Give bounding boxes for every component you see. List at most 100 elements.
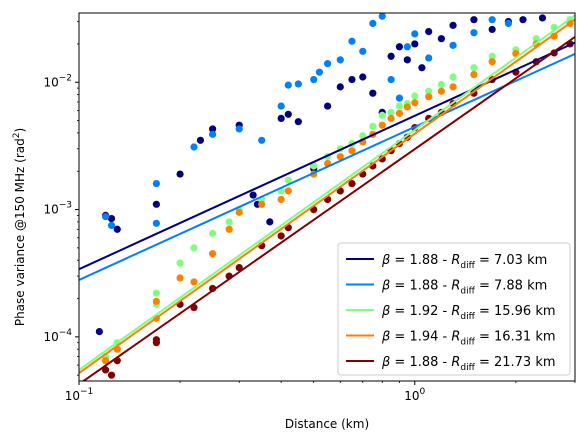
data-point: [152, 289, 160, 297]
data-point: [235, 125, 243, 133]
data-point: [411, 92, 419, 100]
data-point: [488, 52, 496, 60]
data-point: [359, 132, 367, 140]
data-point: [101, 213, 110, 221]
fit-line-series-2: [79, 52, 575, 281]
data-point: [378, 13, 386, 20]
data-point: [176, 170, 184, 178]
data-point: [190, 244, 198, 252]
data-point: [387, 114, 395, 123]
data-point: [324, 102, 332, 110]
data-point: [470, 16, 478, 24]
data-point: [315, 68, 324, 76]
data-point: [176, 274, 184, 282]
data-point: [107, 221, 116, 230]
legend-item: β = 1.88 - Rdiff = 7.88 km: [346, 279, 547, 297]
y-tick-label: 10−2: [43, 73, 72, 89]
data-point: [336, 83, 344, 91]
data-point: [425, 87, 433, 95]
data-point: [348, 179, 356, 188]
legend-label: β = 1.94 - Rdiff = 16.31 km: [381, 330, 556, 348]
data-point: [294, 80, 302, 88]
data-point: [258, 136, 266, 144]
data-point: [550, 32, 558, 40]
data-point: [418, 64, 426, 72]
data-point: [294, 118, 302, 126]
data-point: [519, 16, 527, 24]
data-point: [249, 191, 257, 199]
data-point: [235, 208, 243, 216]
data-point: [369, 89, 377, 97]
data-point: [449, 41, 457, 49]
legend-label: β = 1.88 - Rdiff = 7.88 km: [381, 279, 547, 297]
data-point: [369, 122, 377, 130]
data-point: [449, 21, 457, 29]
data-point: [190, 143, 198, 151]
legend-item: β = 1.88 - Rdiff = 21.73 km: [346, 355, 556, 373]
data-point: [107, 214, 116, 223]
data-point: [190, 278, 198, 286]
series-3: [101, 16, 574, 361]
y-axis-label: Phase variance @150 MHz (rad2): [12, 128, 27, 326]
data-point: [437, 87, 445, 95]
data-point: [310, 75, 318, 84]
legend-item: β = 1.94 - Rdiff = 16.31 km: [346, 330, 556, 348]
fit-line-series-3: [79, 14, 575, 371]
data-point: [277, 195, 285, 204]
data-point: [387, 108, 395, 116]
data-point: [107, 371, 116, 379]
data-point: [411, 30, 419, 38]
data-point: [324, 60, 332, 68]
data-point: [395, 43, 404, 51]
data-point: [277, 232, 285, 240]
data-point: [284, 176, 292, 184]
data-point: [425, 28, 433, 36]
y-tick-label: 10−4: [43, 328, 72, 344]
data-point: [348, 75, 356, 84]
legend-box: [337, 242, 571, 376]
data-point: [425, 54, 433, 62]
data-point: [395, 109, 404, 117]
data-point: [403, 56, 411, 64]
fit-line-series-5: [81, 36, 575, 381]
data-point: [532, 35, 540, 43]
data-point: [488, 16, 496, 24]
data-point: [336, 153, 344, 161]
data-point: [504, 19, 512, 27]
plot-frame: [78, 12, 576, 382]
data-point: [411, 99, 419, 107]
legend: β = 1.88 - Rdiff = 7.03 km β = 1.88 - Rdi…: [337, 242, 571, 376]
data-point: [209, 125, 217, 133]
axis-ticks: 10−1 100 10−4 10−3 10−2: [43, 21, 576, 403]
data-point: [348, 37, 356, 45]
data-point: [387, 52, 395, 60]
data-point: [403, 43, 411, 51]
data-point: [284, 110, 292, 118]
data-point: [437, 80, 445, 89]
fit-line-series-1: [79, 41, 575, 271]
data-point: [284, 81, 292, 89]
data-point: [470, 64, 478, 72]
data-point: [152, 336, 160, 344]
data-point: [310, 162, 318, 170]
data-point: [425, 93, 433, 101]
legend-item: β = 1.92 - Rdiff = 15.96 km: [346, 304, 556, 322]
data-point: [411, 40, 419, 48]
data-point: [277, 114, 285, 123]
legend-item: β = 1.88 - Rdiff = 7.03 km: [346, 253, 547, 271]
data-point: [336, 56, 344, 64]
data-point: [152, 179, 160, 188]
data-point: [152, 219, 160, 227]
data-point: [395, 102, 404, 110]
data-point: [449, 73, 457, 81]
data-point: [387, 75, 395, 84]
data-point: [101, 366, 110, 374]
data-point: [266, 218, 274, 226]
x-tick-label: 10−1: [65, 387, 94, 403]
data-point: [437, 35, 445, 43]
data-point: [95, 327, 103, 336]
data-point: [378, 121, 386, 129]
data-point: [470, 70, 478, 79]
legend-label: β = 1.88 - Rdiff = 21.73 km: [381, 355, 556, 373]
